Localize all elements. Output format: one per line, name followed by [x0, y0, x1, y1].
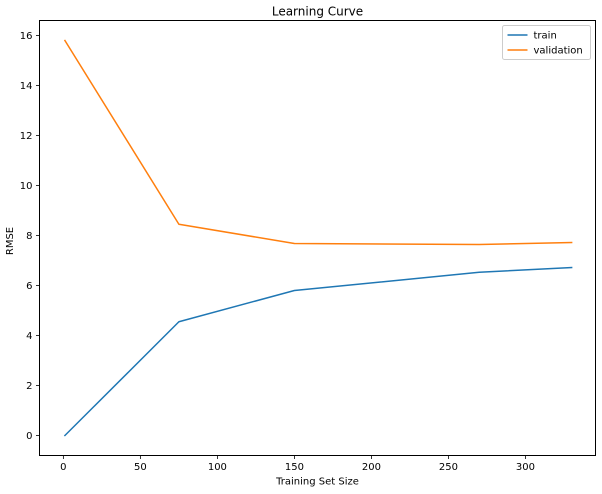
legend-label-validation: validation	[534, 46, 583, 57]
x-tick-label: 200	[362, 462, 381, 473]
y-tick-label: 4	[26, 331, 32, 342]
y-tick-label: 0	[26, 431, 32, 442]
x-tick-label: 0	[60, 462, 66, 473]
y-tick-label: 6	[26, 281, 32, 292]
x-tick-label: 50	[134, 462, 147, 473]
series-line-validation	[63, 39, 573, 246]
y-tick-label: 10	[20, 181, 33, 192]
x-tick-label: 300	[516, 462, 535, 473]
y-tick-label: 12	[20, 131, 33, 142]
y-tick-label: 8	[26, 231, 32, 242]
y-tick-label: 14	[20, 81, 33, 92]
legend-label-train: train	[534, 31, 557, 42]
legend-box	[502, 25, 591, 60]
chart-title: Learning Curve	[272, 5, 363, 19]
series-line-train	[63, 266, 573, 437]
legend: train validation	[502, 25, 591, 60]
x-tick-label: 100	[208, 462, 227, 473]
y-tick-label: 16	[20, 31, 33, 42]
x-tick-label: 250	[439, 462, 458, 473]
x-axis-label: Training Set Size	[275, 477, 359, 488]
y-axis-label: RMSE	[5, 227, 16, 255]
x-tick-label: 150	[285, 462, 304, 473]
y-tick-label: 2	[26, 381, 32, 392]
plot-area-frame	[39, 20, 596, 456]
